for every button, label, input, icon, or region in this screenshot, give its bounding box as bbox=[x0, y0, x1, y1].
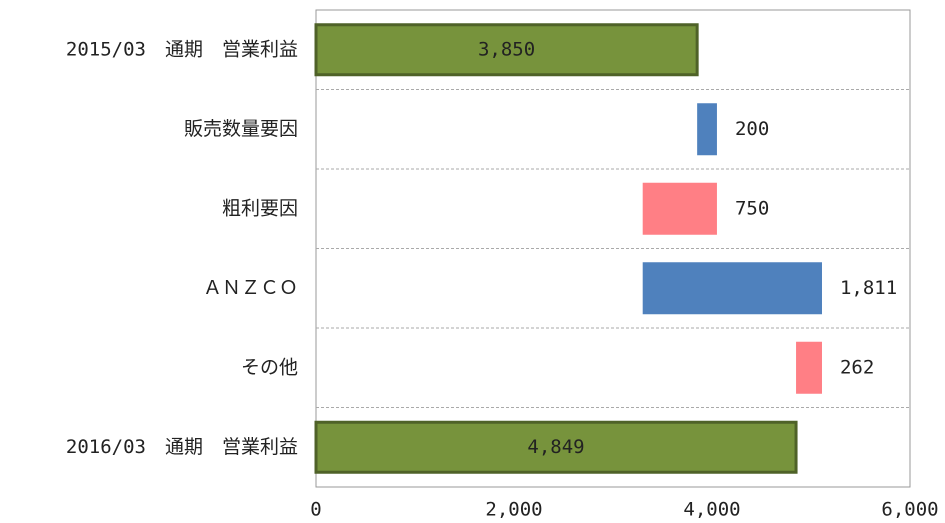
value-label: 200 bbox=[735, 118, 769, 140]
bar bbox=[697, 103, 717, 156]
y-tick-label: ＡＮＺＣＯ bbox=[203, 277, 298, 299]
x-tick-label: 2,000 bbox=[485, 499, 542, 521]
y-tick-label: 粗利要因 bbox=[222, 197, 298, 219]
bar bbox=[642, 262, 822, 315]
value-label: 3,850 bbox=[478, 38, 535, 60]
bar bbox=[314, 23, 699, 77]
y-tick-label: 2015/03 通期 営業利益 bbox=[66, 38, 298, 60]
x-tick-label: 0 bbox=[310, 499, 321, 521]
bar bbox=[314, 420, 798, 474]
x-tick-label: 4,000 bbox=[683, 499, 740, 521]
bar bbox=[642, 182, 717, 235]
value-label: 4,849 bbox=[527, 436, 584, 458]
bar bbox=[796, 341, 822, 394]
value-label: 750 bbox=[735, 197, 769, 219]
y-tick-label: 販売数量要因 bbox=[184, 118, 298, 140]
value-label: 1,811 bbox=[840, 277, 897, 299]
x-tick-label: 6,000 bbox=[881, 499, 938, 521]
y-tick-label: 2016/03 通期 営業利益 bbox=[66, 436, 298, 458]
y-tick-label: その他 bbox=[241, 356, 298, 378]
value-label: 262 bbox=[840, 356, 874, 378]
